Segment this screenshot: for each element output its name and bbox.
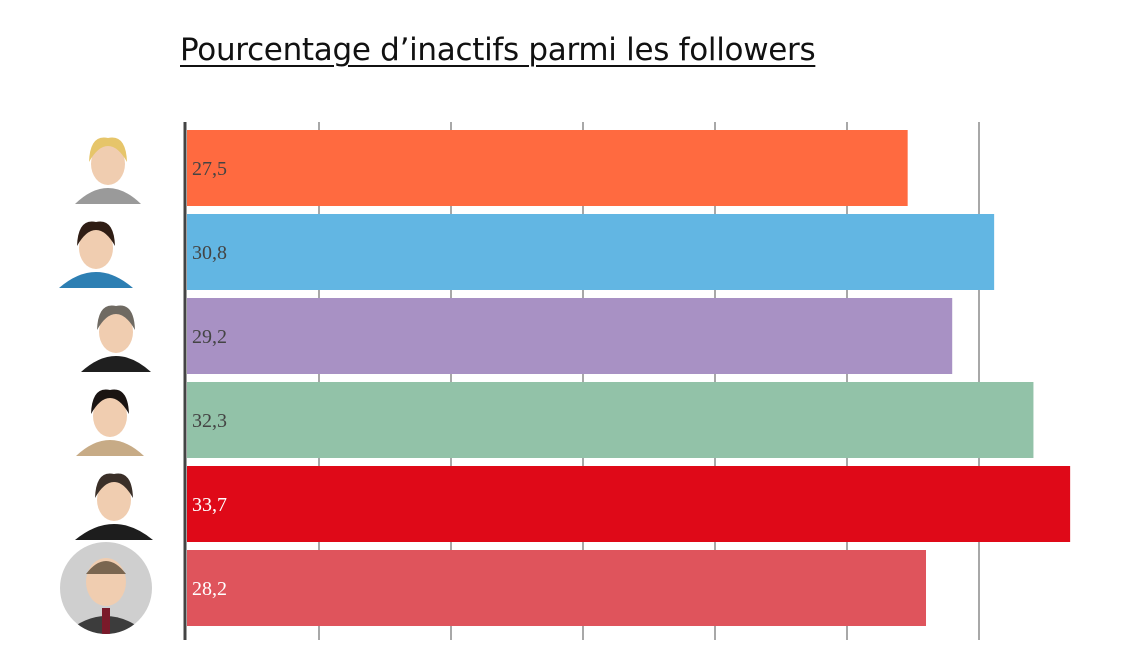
- bar: [187, 298, 953, 374]
- bar: [187, 130, 908, 206]
- chart-title: Pourcentage d’inactifs parmi les followe…: [180, 32, 816, 68]
- bar-value-label: 28,2: [192, 578, 227, 600]
- bar: [187, 382, 1034, 458]
- bar-value-label: 32,3: [192, 410, 227, 432]
- bar: [187, 466, 1071, 542]
- bar-value-label: 33,7: [192, 494, 227, 516]
- bar-value-label: 29,2: [192, 326, 227, 348]
- portrait-woman-brunette-icon: [59, 221, 133, 288]
- gridlines: [318, 122, 980, 640]
- portrait-woman-dark-hair-icon: [76, 389, 144, 456]
- bar: [187, 550, 927, 626]
- portrait-man-round-icon: [60, 542, 152, 634]
- avatars: [59, 137, 153, 634]
- bars: 27,5 30,8 29,2 32,3 33,7 28,2: [187, 130, 1071, 626]
- bar: [187, 214, 995, 290]
- portrait-man-glasses-icon: [75, 473, 153, 540]
- portrait-man-grey-suit-icon: [81, 305, 151, 372]
- bar-value-label: 30,8: [192, 242, 227, 264]
- portrait-woman-blonde-icon: [75, 137, 141, 204]
- bar-value-label: 27,5: [192, 158, 227, 180]
